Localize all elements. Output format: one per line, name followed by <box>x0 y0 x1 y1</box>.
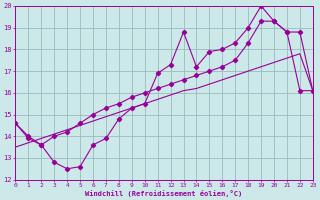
X-axis label: Windchill (Refroidissement éolien,°C): Windchill (Refroidissement éolien,°C) <box>85 190 243 197</box>
